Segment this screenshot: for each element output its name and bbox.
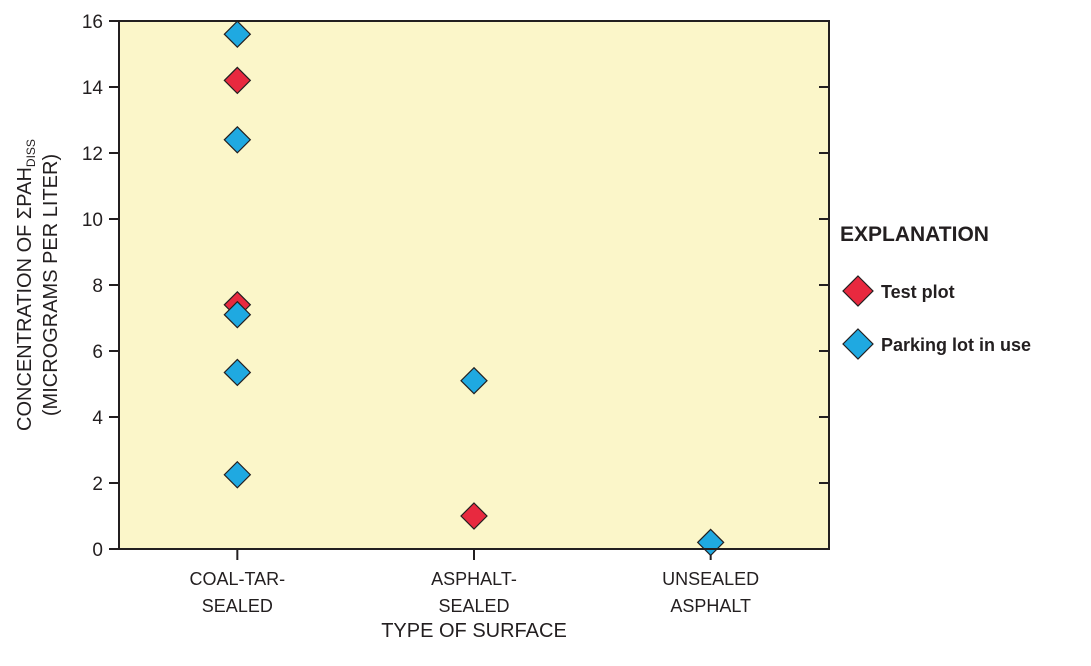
- x-category-label: ASPHALT-: [431, 569, 517, 589]
- data-point: [223, 460, 252, 489]
- y-axis-title-line2: (MICROGRAMS PER LITER): [40, 154, 62, 416]
- y-tick-label: 12: [82, 144, 103, 165]
- y-tick-label: 16: [82, 12, 103, 33]
- y-tick-label: 0: [92, 540, 103, 561]
- legend-marker: [842, 328, 874, 360]
- data-point: [223, 358, 252, 387]
- legend-label: Test plot: [881, 282, 955, 302]
- x-category-label: SEALED: [202, 596, 273, 616]
- data-point: [460, 366, 488, 395]
- y-tick-label: 14: [82, 78, 104, 99]
- plot-frame: [118, 20, 830, 550]
- plot-area: [119, 21, 829, 549]
- y-tick-label: 6: [92, 342, 103, 363]
- legend-label: Parking lot in use: [881, 335, 1031, 355]
- y-axis: 0 2 4 6 8 10 12 14 16: [82, 12, 829, 561]
- y-tick-label: 10: [82, 210, 103, 231]
- legend-marker: [842, 275, 874, 307]
- data-point: [223, 20, 252, 49]
- x-axis: COAL-TAR- SEALED ASPHALT- SEALED UNSEALED ASP…: [189, 549, 759, 616]
- x-category-label: COAL-TAR-: [189, 569, 285, 589]
- y-tick-label: 8: [92, 276, 103, 297]
- data-point: [223, 125, 252, 154]
- data-point: [223, 66, 252, 95]
- x-category-label: ASPHALT: [670, 596, 751, 616]
- y-tick-label: 4: [92, 408, 103, 429]
- x-category-label: SEALED: [438, 596, 509, 616]
- y-tick-label: 2: [92, 474, 103, 495]
- legend: Test plot Parking lot in use: [842, 275, 1031, 360]
- y-axis-title-line1: CONCENTRATION OF ΣPAHDISS: [14, 139, 38, 431]
- x-axis-title: TYPE OF SURFACE: [381, 620, 567, 642]
- legend-title: EXPLANATION: [840, 223, 989, 246]
- data-point: [460, 502, 488, 530]
- x-category-label: UNSEALED: [662, 569, 759, 589]
- data-point: [223, 300, 252, 329]
